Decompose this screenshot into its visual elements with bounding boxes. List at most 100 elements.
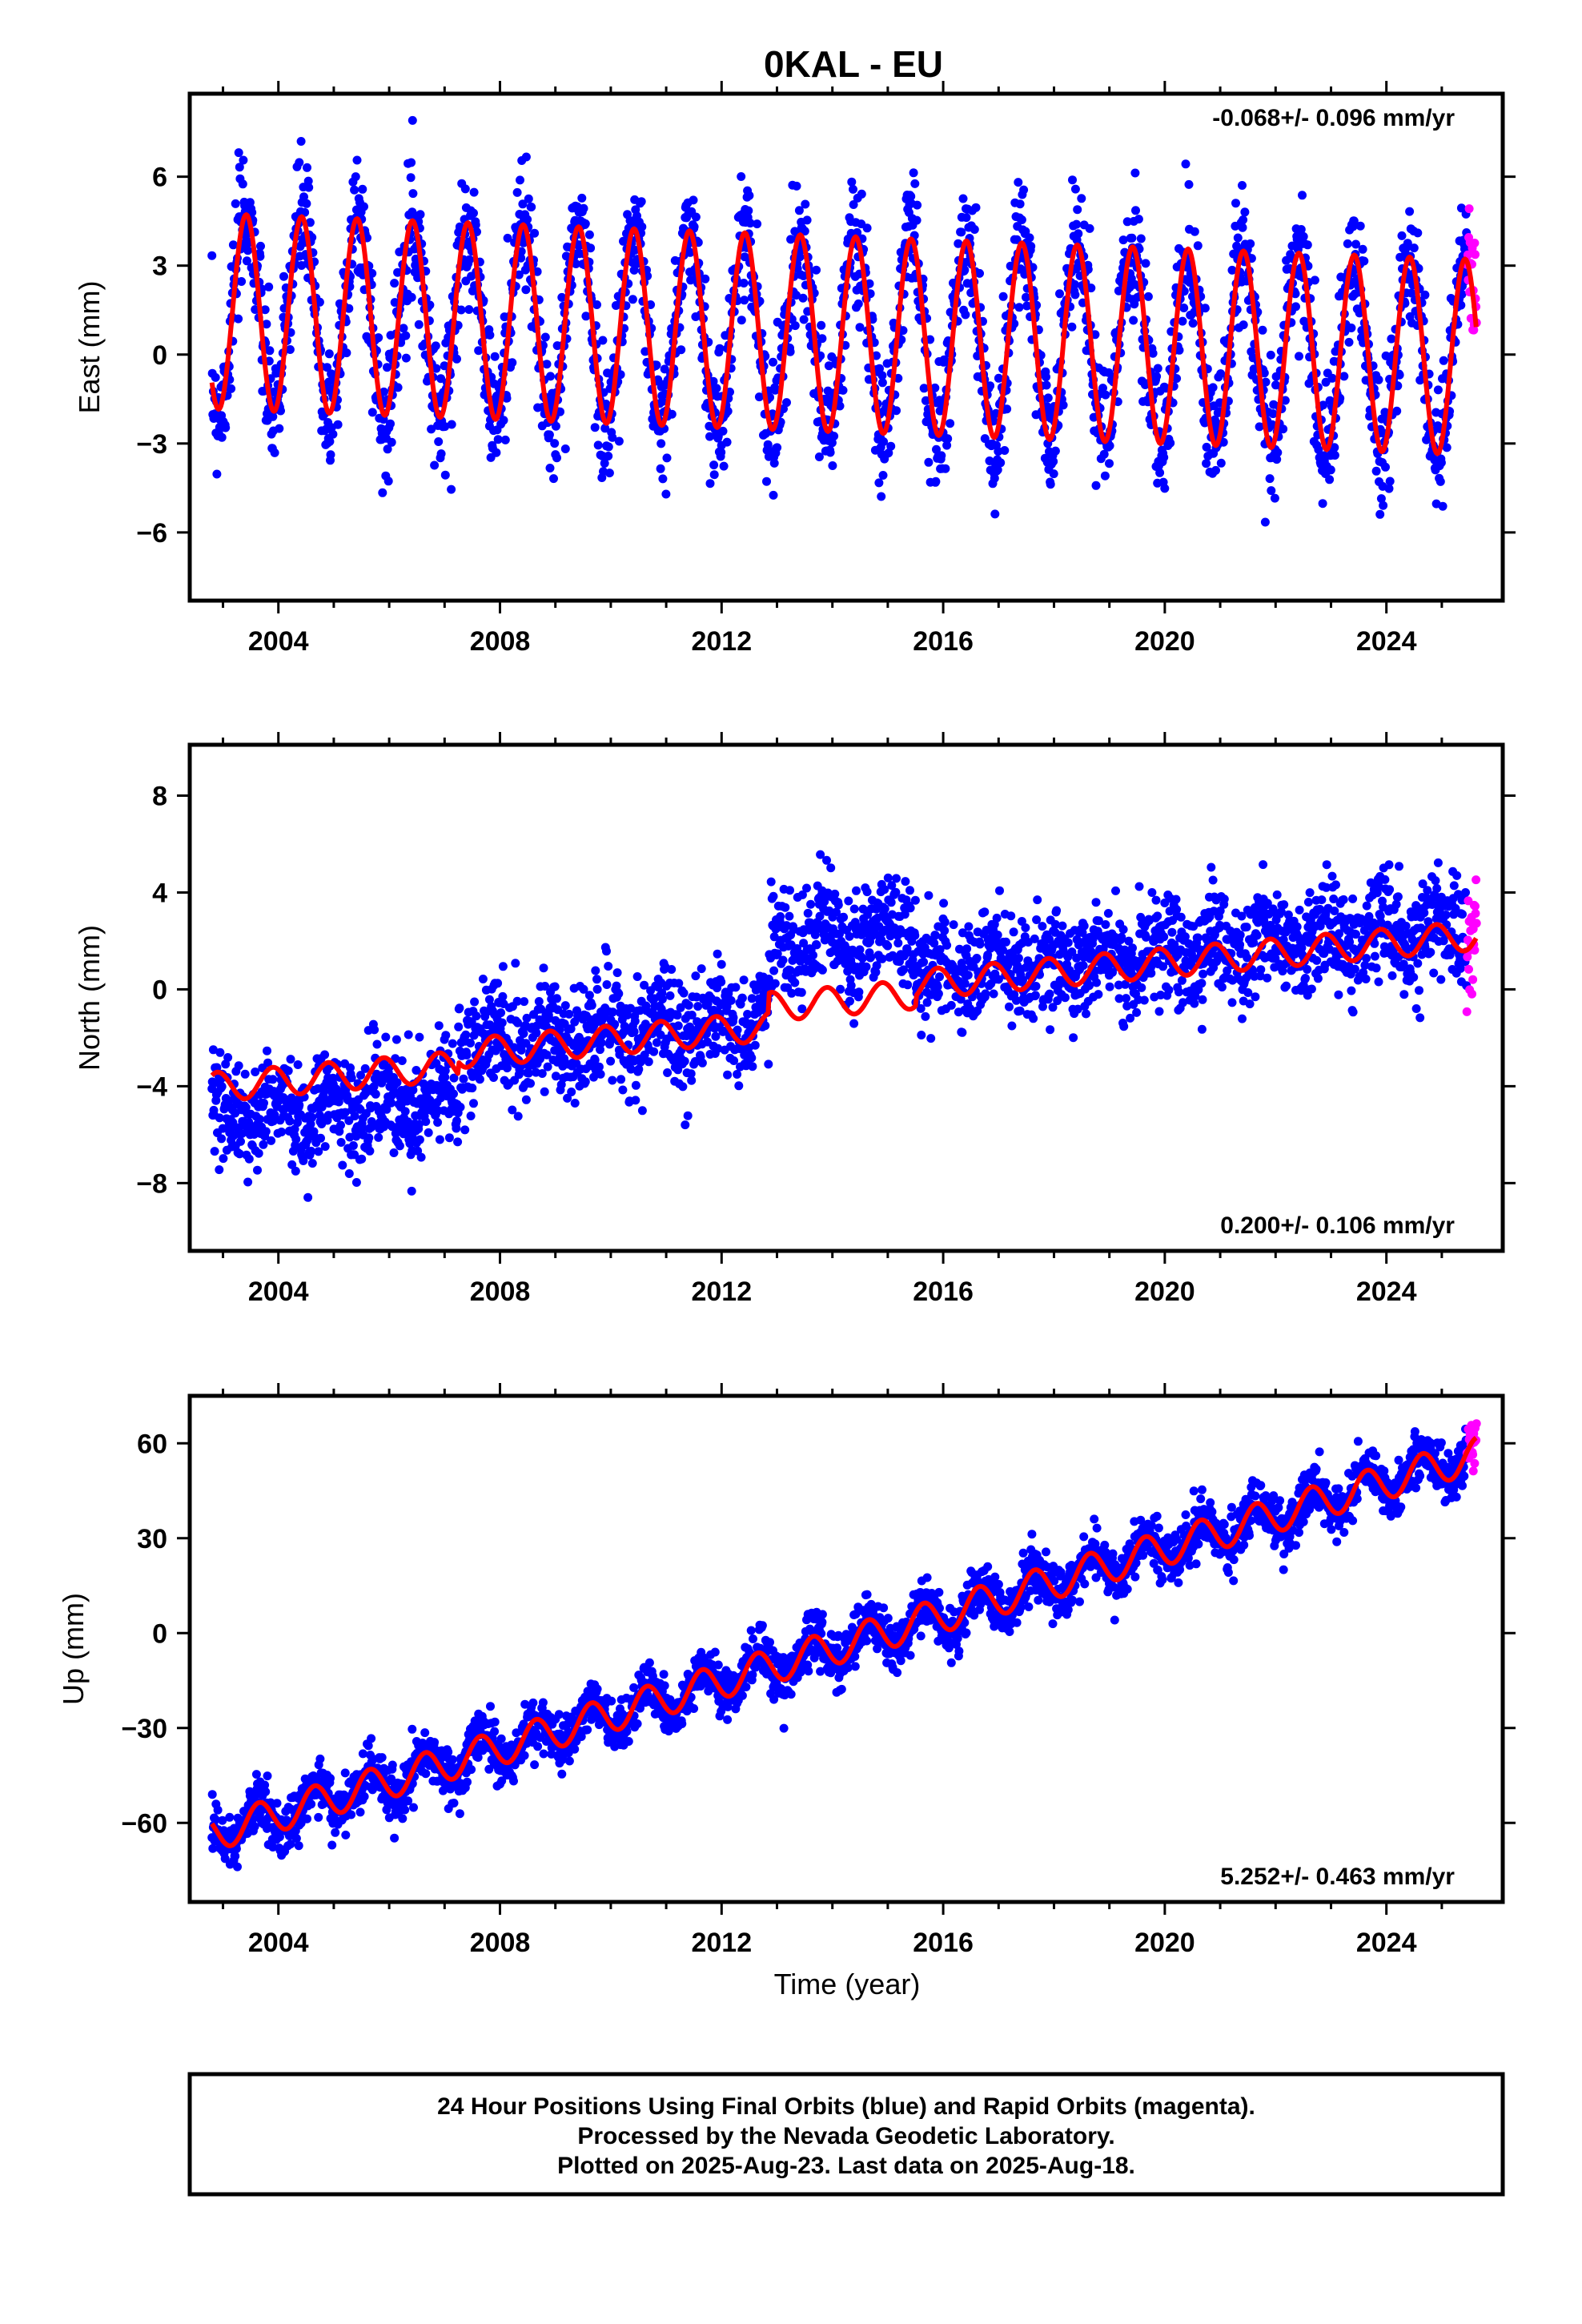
- east-point-1943: [1091, 480, 1101, 490]
- north-point-719: [534, 997, 544, 1006]
- east-point-438: [407, 158, 416, 167]
- east-point-2559: [1371, 466, 1381, 476]
- north-point-457: [415, 1135, 424, 1144]
- east-point-1164: [737, 316, 746, 325]
- north-point-1718: [989, 989, 998, 999]
- east-point-1263: [782, 398, 791, 408]
- east-xtick-label: 2024: [1356, 626, 1417, 657]
- east-point-557: [460, 184, 470, 194]
- east-point-1612: [941, 464, 950, 473]
- east-point-2083: [1155, 468, 1165, 477]
- east-point-1301: [799, 315, 809, 324]
- north-point-1351: [822, 855, 831, 865]
- east-point-925: [628, 295, 637, 304]
- east-point-736: [542, 360, 552, 369]
- north-point-1154: [733, 1070, 742, 1079]
- east-point-2265: [1238, 223, 1247, 232]
- east-point-2702: [1436, 458, 1446, 468]
- east-point-1440: [862, 223, 872, 233]
- north-point-173: [286, 1055, 295, 1064]
- east-point-1163: [737, 172, 746, 181]
- east-point-800: [571, 259, 580, 268]
- east-point-61: [235, 163, 244, 172]
- east-point-59: [234, 148, 243, 158]
- north-point-82: [244, 1154, 254, 1164]
- east-point-849: [593, 440, 603, 450]
- north-point-931: [631, 1096, 640, 1105]
- north-point-1762: [1009, 927, 1018, 937]
- east-point-2382: [1291, 302, 1300, 312]
- north-point-1040: [681, 1120, 690, 1130]
- north-point-932: [631, 1080, 640, 1090]
- north-point-935: [632, 972, 642, 981]
- east-rate-label: -0.068+/- 0.096 mm/yr: [1212, 105, 1455, 131]
- north-point-700: [526, 1079, 535, 1088]
- east-point-650: [503, 233, 512, 243]
- east-point-1545: [910, 179, 920, 188]
- east-point-216: [305, 218, 315, 227]
- north-point-1893: [1069, 1033, 1078, 1043]
- east-point-1898: [1070, 184, 1080, 194]
- east-point-138: [270, 448, 279, 457]
- east-point-586: [474, 346, 484, 356]
- east-point-11: [212, 469, 222, 479]
- east-point-2185: [1202, 459, 1211, 468]
- north-point-2038: [1134, 882, 1144, 891]
- north-point-1688: [975, 939, 985, 949]
- east-point-388: [383, 476, 393, 486]
- east-point-1850: [1049, 469, 1058, 479]
- east-point-1854: [1050, 446, 1060, 456]
- east-point-1542: [909, 168, 918, 178]
- east-point-683: [518, 199, 528, 209]
- east-point-2504: [1347, 324, 1356, 332]
- east-point-172: [285, 345, 295, 354]
- east-ytick-label: 3: [152, 251, 167, 282]
- north-point-835: [587, 1000, 596, 1010]
- north-point-1377: [833, 900, 843, 910]
- east-point-1236: [769, 458, 779, 468]
- east-point-498: [434, 437, 444, 446]
- north-point-854: [596, 1069, 605, 1079]
- north-point-1270: [785, 886, 794, 895]
- north-point-731: [540, 1087, 549, 1096]
- north-point-499: [434, 1021, 444, 1031]
- north-point-1238: [770, 979, 780, 988]
- east-point-65: [237, 277, 247, 286]
- east-ytick-label: 0: [152, 340, 167, 371]
- north-point-1825: [1038, 922, 1047, 931]
- east-point-733: [540, 332, 550, 342]
- east-point-2524: [1355, 221, 1365, 231]
- east-point-1603: [937, 451, 946, 460]
- north-point-1810: [1030, 991, 1040, 1000]
- east-xtick-label: 2012: [691, 626, 752, 657]
- east-point-821: [580, 219, 590, 228]
- north-point-1360: [826, 863, 836, 873]
- east-point-395: [387, 437, 396, 447]
- east-point-2615: [1397, 231, 1407, 240]
- east-point-527: [447, 420, 456, 429]
- east-point-1721: [990, 509, 1000, 519]
- east-point-441: [408, 115, 417, 125]
- east-point-945: [637, 222, 647, 231]
- east-point-1109: [712, 384, 721, 393]
- east-point-2396: [1298, 191, 1307, 200]
- north-point-1869: [1058, 921, 1067, 931]
- north-point-1725: [992, 913, 1002, 923]
- east-point-2029: [1130, 168, 1140, 178]
- north-point-556: [460, 1125, 470, 1135]
- north-point-357: [370, 1025, 379, 1035]
- east-point-421: [399, 324, 408, 333]
- north-point-470: [421, 1117, 431, 1126]
- north-point-1964: [1101, 920, 1110, 929]
- north-point-843: [591, 966, 600, 975]
- north-point-476: [424, 1128, 433, 1137]
- east-point-2564: [1374, 375, 1383, 384]
- east-point-492: [431, 341, 440, 351]
- north-point-830: [584, 991, 594, 1000]
- north-point-211: [303, 1192, 313, 1202]
- east-point-1733: [996, 458, 1006, 468]
- north-point-1756: [1006, 911, 1016, 921]
- east-point-2632: [1405, 207, 1415, 216]
- east-point-442: [408, 189, 418, 199]
- north-point-1917: [1079, 921, 1089, 931]
